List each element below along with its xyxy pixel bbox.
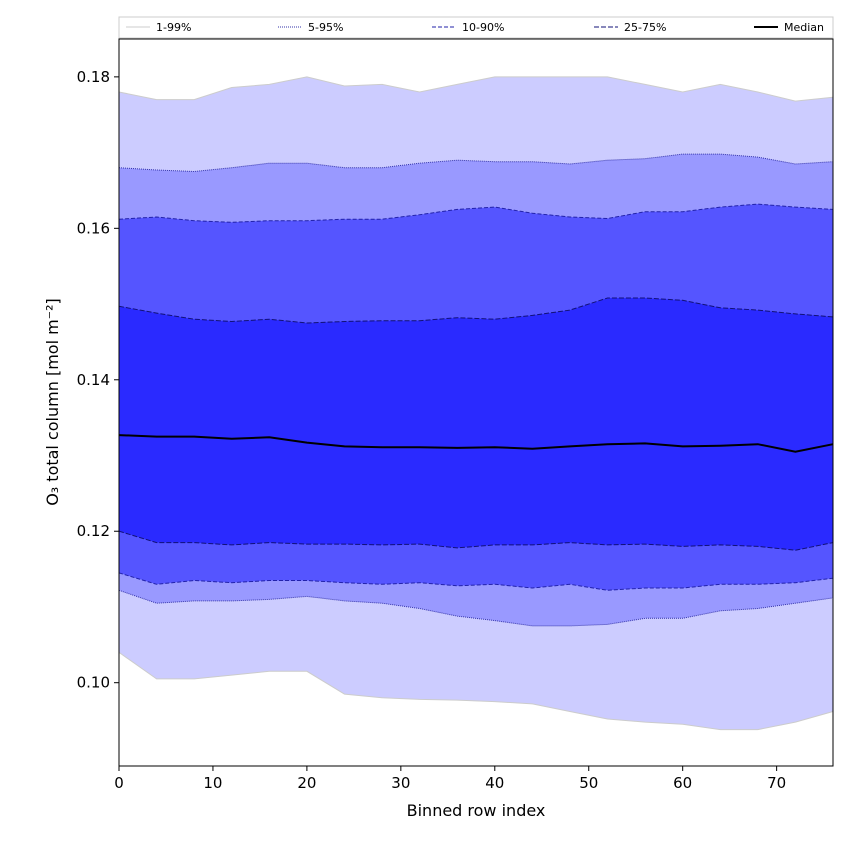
plot-frame xyxy=(118,38,834,767)
legend-label-25-75: 25-75% xyxy=(624,21,666,34)
legend-label-10-90: 10-90% xyxy=(462,21,504,34)
x-tick-label: 70 xyxy=(767,774,786,792)
band-25-75-upper-line xyxy=(118,297,834,324)
x-tick-label: 60 xyxy=(673,774,692,792)
x-tick-label: 20 xyxy=(297,774,316,792)
band-25-75 xyxy=(119,298,833,551)
legend-label-median: Median xyxy=(784,21,824,34)
y-axis-label: O₃ total column [mol m⁻²] xyxy=(43,298,62,506)
x-tick-label: 50 xyxy=(579,774,598,792)
legend-box xyxy=(118,16,834,39)
x-tick-label: 30 xyxy=(391,774,410,792)
band-10-90-lower-line xyxy=(118,572,834,591)
y-tick-label: 0.12 xyxy=(77,522,110,540)
x-tick-label: 10 xyxy=(203,774,222,792)
y-tick-label: 0.14 xyxy=(77,371,110,389)
legend-label-1-99: 1-99% xyxy=(156,21,191,34)
bands-layer xyxy=(118,76,834,731)
band-10-90-upper-line xyxy=(118,203,834,223)
band-5-95-upper-line xyxy=(118,153,834,173)
band-5-95-lower-line xyxy=(118,589,834,627)
x-axis-label: Binned row index xyxy=(407,801,546,820)
legend: 1-99% 5-95% 10-90% 25-75% Median xyxy=(118,16,834,39)
band-25-75-lower-line xyxy=(118,530,834,551)
x-axis: 0 10 20 30 40 50 60 70 xyxy=(114,766,786,792)
legend-label-5-95: 5-95% xyxy=(308,21,343,34)
median-line xyxy=(118,434,834,453)
x-tick-label: 0 xyxy=(114,774,124,792)
y-tick-label: 0.10 xyxy=(77,674,110,692)
band-1-99-upper-line xyxy=(118,76,834,102)
y-axis: 0.10 0.12 0.14 0.16 0.18 xyxy=(77,68,119,692)
median-layer xyxy=(118,434,834,453)
x-tick-label: 40 xyxy=(485,774,504,792)
y-tick-label: 0.16 xyxy=(77,219,110,237)
band-1-99-lower-line xyxy=(118,651,834,731)
y-tick-label: 0.18 xyxy=(77,68,110,86)
